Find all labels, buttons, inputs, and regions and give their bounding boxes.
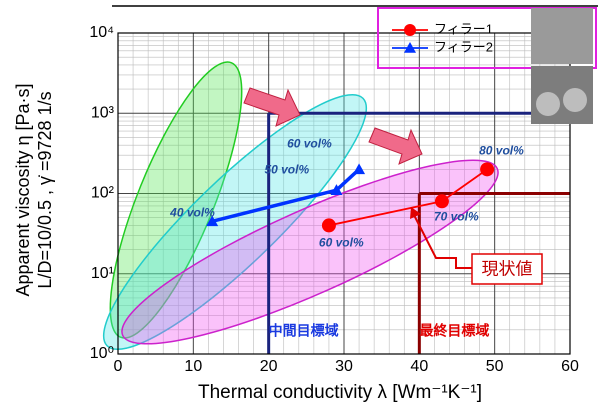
- ellipse-40: [109, 61, 243, 339]
- data-point: [321, 218, 336, 233]
- y-tick-label: 10³: [91, 104, 115, 121]
- x-tick-label: 0: [114, 358, 123, 375]
- y-axis-label: L/D=10/0.5 , γ̇ =9728 1/s: [35, 91, 55, 288]
- photo-particle: [536, 92, 560, 116]
- data-point: [353, 163, 366, 175]
- y-tick-label: 10⁴: [89, 24, 114, 41]
- point-label: 60 vol%: [319, 236, 364, 250]
- data-point: [206, 215, 219, 227]
- region-label: 最終目標域: [419, 323, 489, 339]
- legend-marker: [404, 42, 416, 53]
- photo: [531, 8, 593, 64]
- data-point: [434, 194, 449, 209]
- arrow: [243, 87, 301, 127]
- x-axis-label: Thermal conductivity λ [Wm⁻¹K⁻¹]: [198, 382, 482, 403]
- ellipse-60: [121, 159, 499, 345]
- annotation-arrowhead: [410, 207, 421, 219]
- point-label: 40 vol%: [169, 206, 215, 220]
- data-point: [480, 162, 495, 177]
- x-tick-label: 50: [486, 358, 504, 375]
- x-tick-label: 30: [335, 358, 353, 375]
- legend-frame: [377, 7, 597, 69]
- legend: フィラー1 フィラー2: [392, 21, 493, 54]
- x-tick-label: 60: [561, 358, 579, 375]
- plot-frame: [117, 32, 571, 355]
- point-label: 50 vol%: [264, 162, 309, 176]
- point-label: 70 vol%: [434, 209, 479, 223]
- y-axis-label: Apparent viscosity η [Pa·s]: [13, 83, 33, 296]
- regions: 中間目標域 最終目標域: [267, 111, 570, 354]
- annotation: 現状値: [410, 207, 543, 285]
- x-tick-label: 40: [410, 358, 428, 375]
- y-tick-label: 10²: [91, 185, 115, 202]
- x-tick-label: 10: [184, 358, 202, 375]
- data-point: [330, 184, 343, 195]
- legend-label: フィラー1: [434, 21, 493, 36]
- annotation-text: 現状値: [482, 259, 533, 278]
- y-tick-label: 10¹: [91, 265, 114, 282]
- ellipses: [102, 61, 499, 351]
- point-label: 80 vol%: [479, 144, 524, 158]
- region-label: 中間目標域: [269, 323, 339, 339]
- photo-particle: [563, 88, 587, 112]
- arrow: [368, 127, 423, 165]
- y-tick-label: 10⁰: [90, 345, 114, 362]
- x-tick-label: 20: [260, 358, 278, 375]
- legend-marker: [404, 24, 416, 36]
- plot: 60 vol% 70 vol% 80 vol% 40 vol% 50 vol% 60 vo…: [169, 137, 524, 250]
- arrows: [243, 87, 423, 165]
- legend-label: フィラー2: [434, 39, 493, 54]
- annotation-box: [471, 253, 543, 285]
- point-label: 60 vol%: [287, 137, 332, 151]
- ellipse-50: [102, 93, 368, 351]
- annotation-leader: [413, 214, 472, 269]
